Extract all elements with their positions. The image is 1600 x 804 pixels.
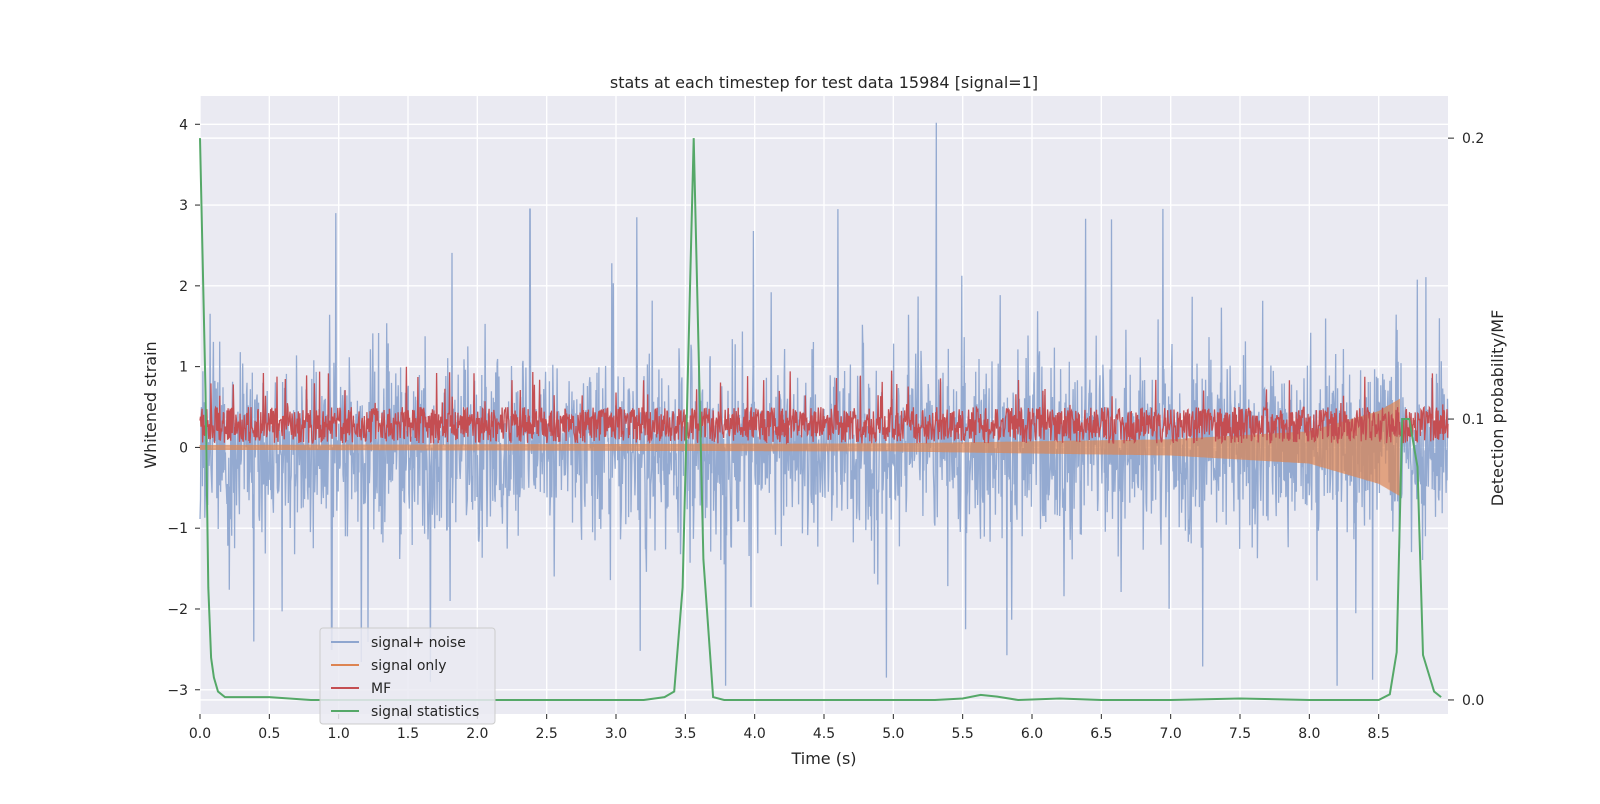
legend-signal-statistics-label: signal statistics — [371, 704, 479, 720]
x-tick-label: 4.0 — [744, 726, 766, 742]
x-tick-label: 8.5 — [1368, 726, 1390, 742]
chart-title: stats at each timestep for test data 159… — [610, 73, 1038, 92]
y2-tick-label: 0.0 — [1462, 693, 1484, 709]
x-tick-label: 1.5 — [397, 726, 419, 742]
y-axis-label: Whitened strain — [141, 341, 160, 468]
x-tick-label: 6.5 — [1090, 726, 1112, 742]
y2-axis-ticks: 0.2 0.1 0.0 — [1448, 131, 1484, 709]
legend-mf-label: MF — [371, 681, 391, 697]
y-tick-label: 0 — [179, 440, 188, 456]
legend-signal-noise-label: signal+ noise — [371, 635, 466, 651]
y-axis-ticks: 4 3 2 1 0 −1 −2 −3 — [167, 117, 200, 699]
y-tick-label: −2 — [167, 602, 188, 618]
y-tick-label: 1 — [179, 360, 188, 376]
series-signal-statistics-line — [199, 138, 1442, 702]
y2-tick-label: 0.2 — [1462, 131, 1484, 147]
series-mf-line — [199, 366, 1449, 445]
legend-signal-only-label: signal only — [371, 658, 446, 674]
x-tick-label: 5.0 — [882, 726, 904, 742]
legend-box — [319, 627, 496, 725]
x-tick-label: 8.0 — [1298, 726, 1320, 742]
x-tick-label: 0.0 — [189, 726, 211, 742]
y-tick-label: −3 — [167, 683, 188, 699]
x-tick-label: 7.0 — [1160, 726, 1182, 742]
series-layer — [199, 122, 1449, 702]
series-signal-only-line — [199, 398, 1401, 496]
x-tick-label: 6.0 — [1021, 726, 1043, 742]
x-tick-label: 3.0 — [605, 726, 627, 742]
y-tick-label: 4 — [179, 117, 188, 133]
x-axis-label: Time (s) — [790, 749, 856, 768]
x-tick-label: 7.5 — [1229, 726, 1251, 742]
y-tick-label: −1 — [167, 521, 188, 537]
y-tick-label: 3 — [179, 198, 188, 214]
x-tick-label: 2.0 — [466, 726, 488, 742]
y2-axis-label: Detection probability/MF — [1488, 310, 1507, 507]
x-tick-label: 3.5 — [674, 726, 696, 742]
x-tick-label: 2.5 — [536, 726, 558, 742]
y-tick-label: 2 — [179, 279, 188, 295]
x-tick-label: 1.0 — [328, 726, 350, 742]
x-tick-label: 4.5 — [813, 726, 835, 742]
x-tick-label: 0.5 — [258, 726, 280, 742]
x-axis-ticks: 0.0 0.5 1.0 1.5 2.0 2.5 3.0 3.5 4.0 4.5 5.0 5.5 6.0 6… — [189, 714, 1390, 742]
x-tick-label: 5.5 — [952, 726, 974, 742]
legend: signal+ noise signal only MF signal statist… — [319, 627, 496, 725]
y2-tick-label: 0.1 — [1462, 412, 1484, 428]
